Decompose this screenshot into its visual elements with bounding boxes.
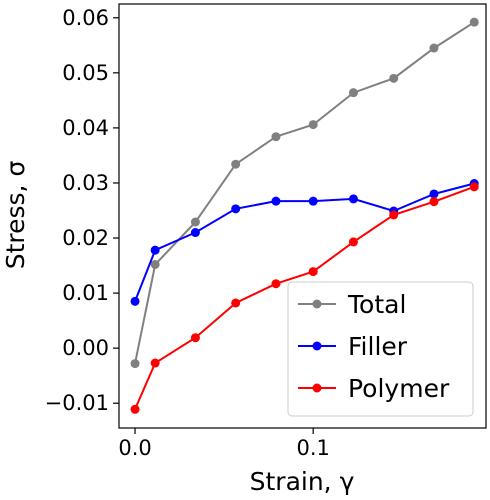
series-line-total <box>134 21 475 364</box>
data-point-total <box>150 259 160 269</box>
data-point-polymer <box>130 404 140 414</box>
data-point-polymer <box>429 197 439 207</box>
data-point-polymer <box>190 333 200 343</box>
data-point-total <box>130 359 140 369</box>
legend-marker-total <box>312 299 322 309</box>
y-tick-label: −0.01 <box>45 391 109 415</box>
data-point-filler <box>231 204 241 214</box>
x-tick-label: 0.1 <box>296 436 329 460</box>
y-tick-label: 0.02 <box>62 226 109 250</box>
legend-label-polymer: Polymer <box>348 374 450 403</box>
data-point-filler <box>190 228 200 238</box>
y-tick-label: 0.00 <box>62 336 109 360</box>
legend-box <box>287 281 474 417</box>
data-point-polymer <box>308 267 318 277</box>
data-point-filler <box>308 196 318 206</box>
y-axis-label: Stress, σ <box>1 161 30 270</box>
data-point-polymer <box>231 298 241 308</box>
data-point-total <box>429 43 439 53</box>
data-point-polymer <box>348 237 358 247</box>
data-point-total <box>190 217 200 227</box>
series-line-polymer <box>134 185 475 410</box>
data-point-filler <box>429 189 439 199</box>
data-point-polymer <box>271 279 281 289</box>
y-tick-label: 0.04 <box>62 116 109 140</box>
data-point-total <box>231 159 241 169</box>
legend-label-total: Total <box>347 290 406 319</box>
legend-label-filler: Filler <box>348 332 408 361</box>
data-point-filler <box>271 196 281 206</box>
data-point-filler <box>130 296 140 306</box>
y-tick-label: 0.03 <box>62 171 109 195</box>
series-line-filler <box>134 182 475 302</box>
data-point-total <box>271 132 281 142</box>
data-point-total <box>308 120 318 130</box>
data-point-polymer <box>389 210 399 220</box>
data-point-polymer <box>469 182 479 192</box>
y-tick-label: 0.05 <box>62 61 109 85</box>
x-tick-label: 0.0 <box>118 436 151 460</box>
legend-marker-polymer <box>312 383 322 393</box>
data-point-total <box>469 17 479 27</box>
plot-frame <box>118 3 487 429</box>
y-tick-label: 0.06 <box>62 6 109 30</box>
y-tick-label: 0.01 <box>62 281 109 305</box>
data-point-filler <box>150 245 160 255</box>
x-axis-label: Strain, γ <box>250 467 355 496</box>
data-point-total <box>348 88 358 98</box>
legend-marker-filler <box>312 341 322 351</box>
data-point-total <box>389 73 399 83</box>
data-point-polymer <box>150 358 160 368</box>
data-point-filler <box>348 194 358 204</box>
